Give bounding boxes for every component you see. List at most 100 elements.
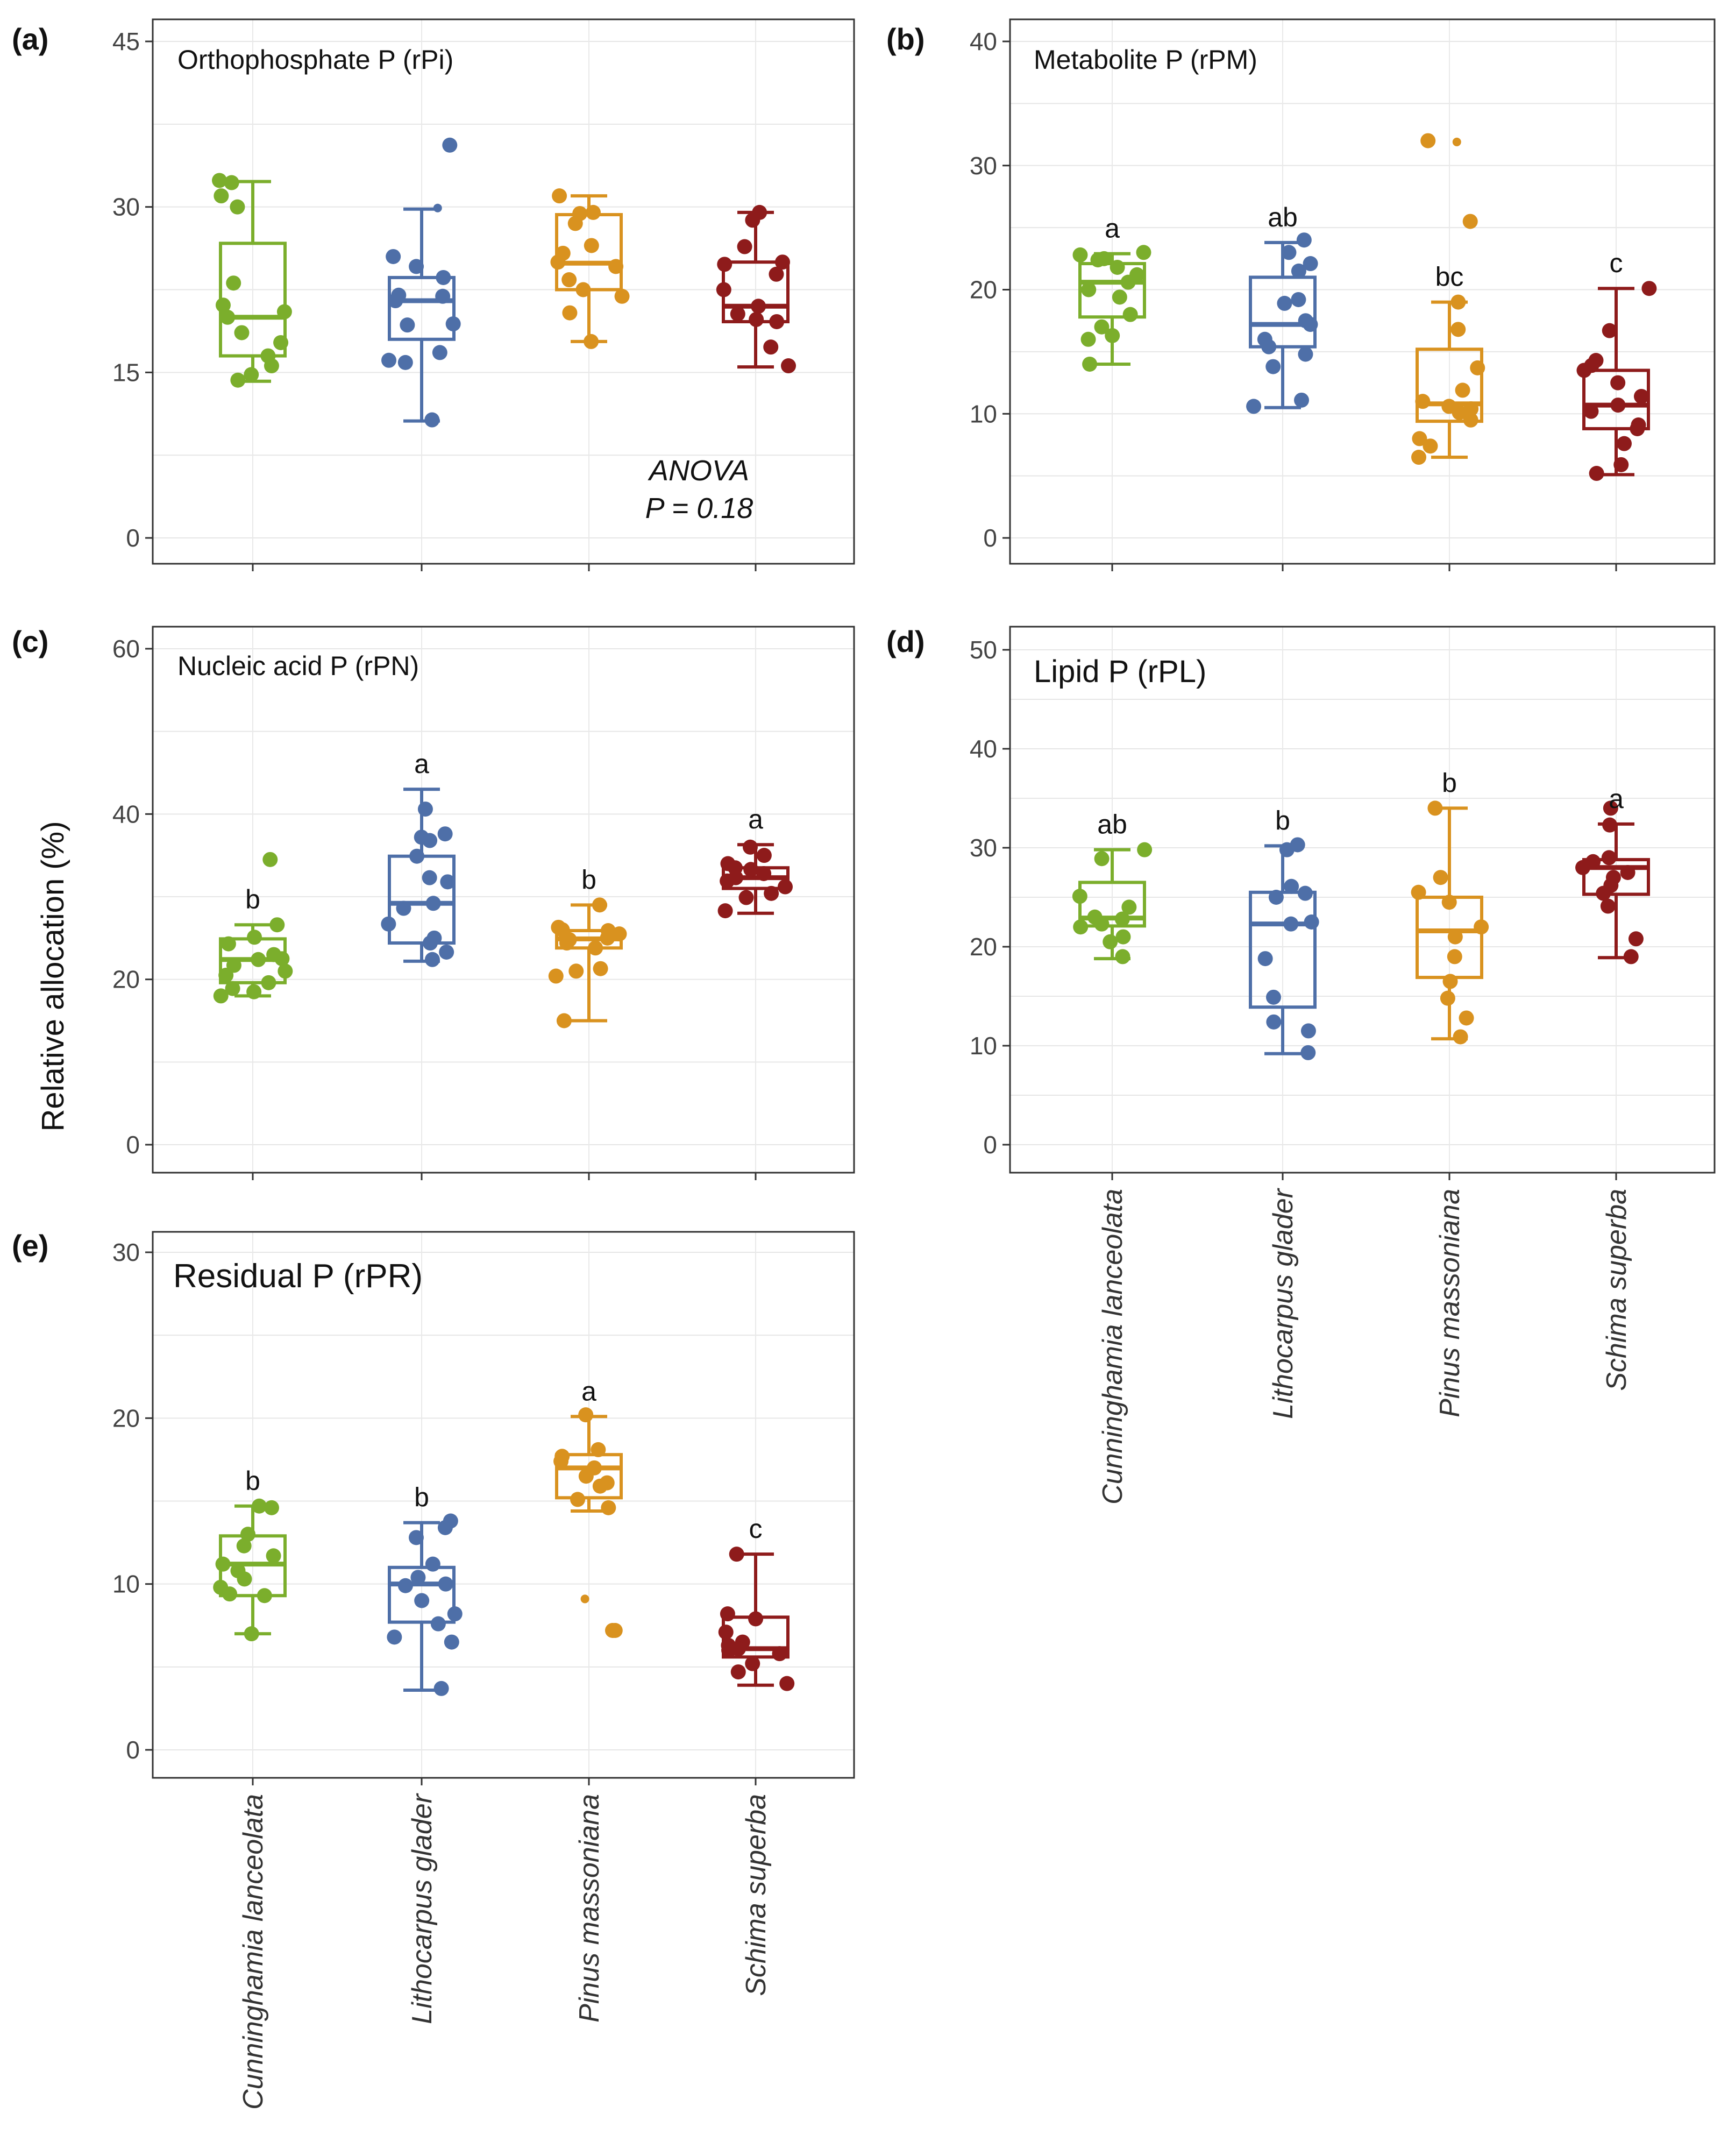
significance-letter: c [749, 1514, 763, 1544]
y-tick-label: 40 [970, 735, 997, 763]
data-point [1463, 412, 1478, 428]
data-point [257, 1588, 272, 1604]
data-point [592, 1478, 608, 1494]
data-point [397, 1578, 413, 1593]
data-point [1110, 259, 1125, 275]
panel-label: (e) [12, 1229, 48, 1263]
data-point [1576, 363, 1592, 378]
data-point [214, 188, 229, 204]
data-point [1114, 911, 1130, 927]
data-point [1602, 817, 1618, 833]
data-point [608, 259, 624, 274]
y-tick-label: 20 [112, 966, 140, 994]
data-point [433, 203, 442, 212]
data-point [226, 275, 241, 291]
data-point [764, 885, 779, 901]
data-point [584, 238, 599, 253]
y-tick-label: 0 [126, 1131, 140, 1159]
y-tick-label: 10 [112, 1570, 140, 1598]
data-point [1304, 914, 1319, 930]
data-point [584, 334, 599, 349]
data-point [1103, 934, 1118, 949]
data-point [1268, 890, 1284, 905]
data-point [730, 306, 745, 322]
data-point [386, 249, 401, 264]
significance-letter: a [748, 804, 763, 834]
plot-frame [1009, 626, 1716, 1174]
data-point [1277, 295, 1292, 311]
data-point [447, 1606, 463, 1622]
panel-label: (a) [12, 22, 48, 56]
data-point [730, 1664, 746, 1680]
data-point [1080, 331, 1096, 347]
data-point [396, 900, 411, 916]
data-point [775, 254, 791, 270]
data-point [1265, 989, 1281, 1005]
data-point [439, 944, 454, 960]
box-schima-superba: c [718, 1514, 795, 1691]
data-point [424, 952, 440, 967]
data-point [611, 926, 627, 942]
data-point [1601, 850, 1617, 866]
data-point [278, 963, 293, 979]
data-point [1257, 951, 1273, 967]
plot-frame [152, 18, 855, 565]
data-point [400, 317, 415, 333]
data-point [1115, 929, 1131, 945]
data-point [772, 1646, 787, 1662]
data-point [237, 1571, 252, 1587]
anova-annotation: ANOVA [648, 455, 749, 487]
data-point [215, 1556, 231, 1572]
data-point [1412, 431, 1427, 446]
data-point [433, 1680, 449, 1696]
data-point [575, 282, 591, 297]
data-point [1603, 800, 1618, 816]
box-cunninghamia-lanceolata [212, 173, 292, 388]
data-point [553, 1453, 569, 1469]
data-point [592, 897, 607, 913]
data-point [749, 311, 764, 327]
panel-title: Orthophosphate P (rPi) [177, 45, 453, 75]
panel-label: (b) [886, 22, 925, 56]
data-point [273, 335, 289, 350]
data-point [436, 270, 451, 285]
data-point [1284, 878, 1299, 894]
data-point [1441, 895, 1457, 910]
data-point [751, 299, 766, 314]
panel-title: Metabolite P (rPM) [1034, 45, 1257, 75]
data-point [1411, 450, 1427, 465]
data-point [213, 988, 229, 1004]
data-point [381, 352, 397, 368]
data-point [244, 1626, 259, 1642]
significance-letter: b [414, 1483, 429, 1513]
data-point [1610, 375, 1626, 391]
y-tick-label: 10 [970, 400, 997, 428]
y-tick-label: 0 [983, 1131, 997, 1159]
data-point [276, 304, 292, 320]
significance-letter: a [581, 1376, 596, 1406]
data-point [1633, 388, 1649, 404]
data-point [1303, 317, 1318, 332]
data-point [1602, 323, 1617, 338]
category-label-lithocarpus-glader: Lithocarpus glader [407, 1792, 438, 2024]
panel-title: Lipid P (rPL) [1034, 654, 1206, 689]
data-point [225, 981, 240, 996]
data-point [718, 1625, 734, 1640]
box-cunninghamia-lanceolata: b [213, 852, 293, 1004]
data-point [442, 137, 458, 153]
data-point [742, 839, 758, 855]
data-point [1082, 356, 1098, 372]
box-lithocarpus-glader: a [381, 749, 456, 967]
y-tick-label: 0 [983, 524, 997, 552]
data-point [1459, 1010, 1474, 1026]
significance-letter: a [1105, 214, 1120, 244]
data-point [1300, 1045, 1316, 1060]
data-point [1455, 382, 1470, 398]
data-point [1265, 359, 1281, 374]
box-schima-superba: a [717, 804, 793, 919]
category-label-cunninghamia-lanceolata: Cunninghamia lanceolata [1097, 1189, 1128, 1505]
data-point [716, 282, 731, 297]
data-point [717, 903, 733, 919]
plot-frame [152, 1231, 855, 1779]
data-point [601, 1500, 616, 1515]
